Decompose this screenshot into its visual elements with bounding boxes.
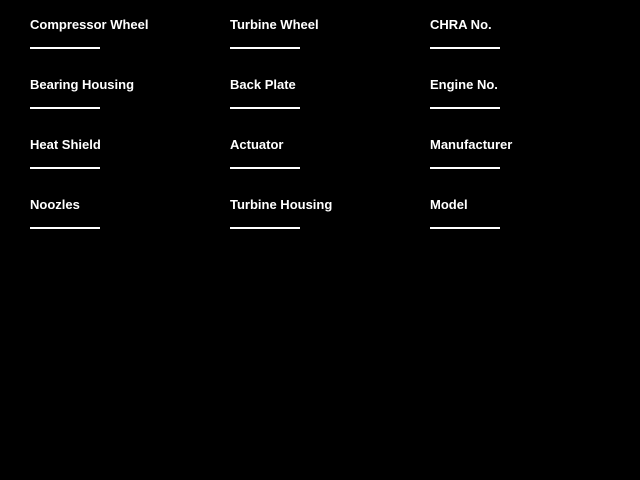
field-label: Turbine Housing bbox=[230, 197, 333, 212]
field-turbine-housing: Turbine Housing bbox=[230, 198, 410, 229]
field-underline bbox=[430, 227, 500, 229]
field-underline bbox=[230, 47, 300, 49]
field-turbine-wheel: Turbine Wheel bbox=[230, 18, 410, 49]
field-underline bbox=[430, 167, 500, 169]
field-label: Bearing Housing bbox=[30, 77, 135, 92]
field-underline bbox=[430, 107, 500, 109]
field-back-plate: Back Plate bbox=[230, 78, 410, 109]
field-model: Model bbox=[430, 198, 610, 229]
field-engine-no: Engine No. bbox=[430, 78, 610, 109]
field-label: Manufacturer bbox=[430, 137, 513, 152]
field-underline bbox=[30, 47, 100, 49]
field-label: Heat Shield bbox=[30, 137, 101, 152]
field-noozles: Noozles bbox=[30, 198, 210, 229]
field-underline bbox=[30, 107, 100, 109]
field-bearing-housing: Bearing Housing bbox=[30, 78, 210, 109]
field-heat-shield: Heat Shield bbox=[30, 138, 210, 169]
field-underline bbox=[30, 227, 100, 229]
field-underline bbox=[30, 167, 100, 169]
field-label: Actuator bbox=[230, 137, 284, 152]
field-chra-no: CHRA No. bbox=[430, 18, 610, 49]
field-label: Engine No. bbox=[430, 77, 498, 92]
field-label: Turbine Wheel bbox=[230, 17, 319, 32]
field-manufacturer: Manufacturer bbox=[430, 138, 610, 169]
field-underline bbox=[430, 47, 500, 49]
field-actuator: Actuator bbox=[230, 138, 410, 169]
field-label: Compressor Wheel bbox=[30, 17, 149, 32]
field-underline bbox=[230, 167, 300, 169]
field-compressor-wheel: Compressor Wheel bbox=[30, 18, 210, 49]
field-label: Noozles bbox=[30, 197, 80, 212]
field-label: Back Plate bbox=[230, 77, 296, 92]
field-label: Model bbox=[430, 197, 468, 212]
field-label: CHRA No. bbox=[430, 17, 492, 32]
field-underline bbox=[230, 107, 300, 109]
field-underline bbox=[230, 227, 300, 229]
